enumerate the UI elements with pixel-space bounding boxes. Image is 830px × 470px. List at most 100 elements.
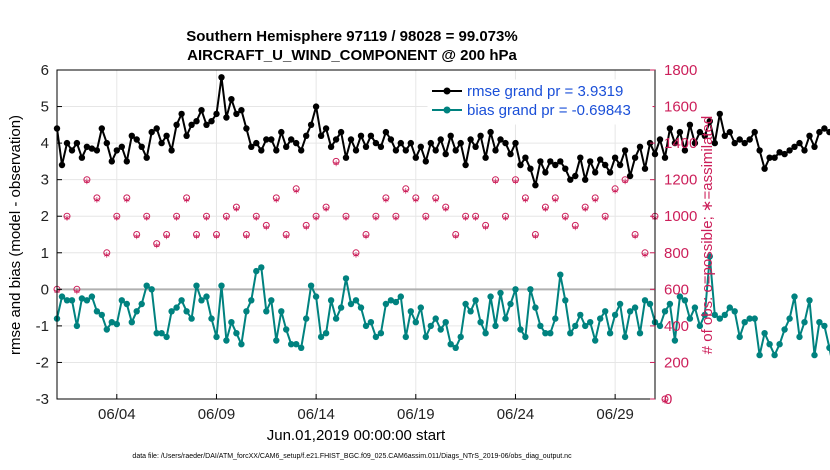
- right-tick-label: 800: [664, 245, 689, 262]
- rmse-point: [522, 154, 529, 161]
- bias-point: [791, 293, 798, 300]
- bias-point: [307, 282, 315, 289]
- left-tick-label: 1: [41, 245, 49, 262]
- bias-point: [567, 330, 574, 337]
- obs-possible-point: [492, 176, 499, 184]
- left-tick-label: 6: [41, 62, 49, 79]
- bias-point: [676, 293, 684, 300]
- obs-assimilated-point: *: [513, 177, 519, 191]
- obs-assimilated-point: *: [194, 232, 200, 246]
- rmse-point: [666, 125, 674, 132]
- bias-point: [726, 304, 733, 311]
- bias-point: [283, 326, 290, 333]
- bias-point: [547, 330, 554, 337]
- obs-assimilated-point: *: [154, 241, 160, 255]
- bias-point: [577, 311, 584, 319]
- rmse-point: [153, 125, 160, 132]
- bias-point: [811, 351, 818, 359]
- rmse-point: [113, 147, 121, 154]
- bias-point: [656, 322, 664, 330]
- bias-point: [457, 333, 464, 341]
- bias-point: [731, 308, 738, 315]
- obs-possible-point: [392, 212, 400, 220]
- rmse-point: [103, 139, 111, 147]
- rmse-point: [273, 147, 280, 154]
- rmse-point: [342, 154, 350, 161]
- legend-box: [427, 79, 653, 125]
- rmse-point: [327, 143, 335, 150]
- rmse-point: [407, 139, 414, 147]
- rmse-point: [248, 143, 255, 150]
- rmse-point: [696, 128, 704, 136]
- bias-point: [153, 330, 160, 337]
- bias-point: [168, 308, 175, 315]
- chart-title-line1: Southern Hemisphere 97119 / 98028 = 99.0…: [186, 28, 517, 45]
- rmse-point: [557, 158, 564, 165]
- rmse-point: [253, 139, 260, 147]
- bias-point: [686, 315, 694, 322]
- rmse-point: [382, 128, 390, 136]
- rmse-point: [776, 149, 783, 156]
- obs-assimilated-point: *: [134, 232, 140, 246]
- obs-assimilated-point: *: [233, 204, 239, 218]
- bias-point: [143, 282, 150, 289]
- obs-assimilated-point: *: [552, 195, 558, 209]
- bias-point: [332, 315, 340, 322]
- rmse-point: [801, 147, 808, 154]
- obs-possible-point: [163, 231, 171, 238]
- right-tick-label: 200: [664, 354, 689, 371]
- rmse-point: [83, 143, 91, 150]
- chart-title-line2: AIRCRAFT_U_WIND_COMPONENT @ 200 hPa: [187, 47, 517, 64]
- obs-assimilated-point: *: [393, 213, 399, 227]
- bias-point: [751, 315, 758, 322]
- bias-point: [258, 264, 265, 271]
- bias-point: [572, 322, 579, 330]
- obs-possible-point: [402, 185, 410, 193]
- obs-assimilated-point: *: [273, 195, 279, 209]
- bias-point: [218, 282, 225, 289]
- bias-point: [322, 330, 330, 337]
- x-axis-label: Jun.01,2019 00:00:00 start: [267, 427, 446, 444]
- obs-possible-point: [302, 221, 310, 229]
- bias-point: [392, 298, 400, 306]
- obs-assimilated-point: *: [94, 195, 100, 209]
- obs-possible-point: [63, 212, 71, 220]
- obs-assimilated-point: *: [114, 213, 120, 227]
- bias-point: [816, 319, 823, 326]
- bias-point: [103, 326, 111, 333]
- rmse-point: [337, 128, 345, 136]
- obs-possible-point: [193, 231, 200, 238]
- rmse-point: [118, 143, 126, 150]
- bias-point: [527, 286, 534, 293]
- rmse-point: [173, 121, 180, 128]
- rmse-point: [228, 96, 235, 103]
- right-tick-label: 0: [664, 391, 672, 408]
- rmse-point: [303, 132, 310, 139]
- rmse-point: [417, 143, 424, 150]
- obs-possible-point: [232, 203, 240, 211]
- obs-possible-point: [262, 221, 270, 229]
- obs-possible-point: [581, 203, 589, 211]
- bias-point: [253, 267, 260, 275]
- rmse-point: [178, 110, 185, 118]
- obs-assimilated-point: *: [592, 195, 598, 209]
- rmse-point: [203, 121, 210, 128]
- rmse-point: [283, 143, 290, 150]
- obs-assimilated-point: *: [214, 232, 220, 246]
- bias-point: [492, 322, 499, 330]
- obs-assimilated-point: *: [333, 158, 339, 172]
- bias-point: [587, 319, 594, 326]
- x-tick-label: 06/09: [198, 406, 236, 423]
- rmse-point: [711, 139, 718, 147]
- left-tick-label: 5: [41, 99, 49, 116]
- rmse-point: [587, 158, 594, 165]
- bias-point: [636, 330, 644, 337]
- rmse-point: [706, 118, 713, 125]
- rmse-point: [577, 154, 584, 161]
- rmse-point: [781, 150, 788, 158]
- bias-point: [447, 341, 454, 348]
- obs-assimilated-point: *: [283, 232, 289, 246]
- obs-assimilated-point: *: [562, 213, 568, 227]
- bias-point: [352, 297, 360, 304]
- rmse-point: [372, 139, 380, 147]
